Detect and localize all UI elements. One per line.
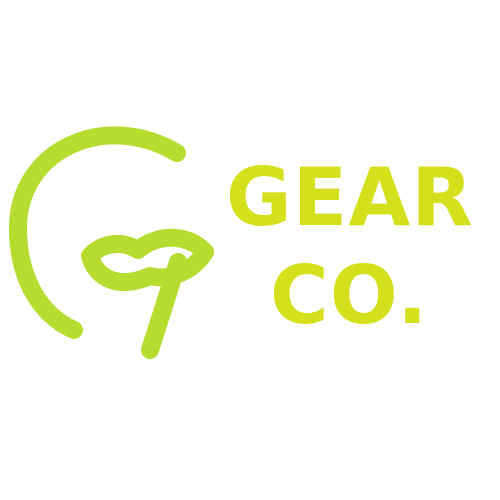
logo-arc [9, 126, 186, 339]
logo-leaf [81, 228, 214, 359]
